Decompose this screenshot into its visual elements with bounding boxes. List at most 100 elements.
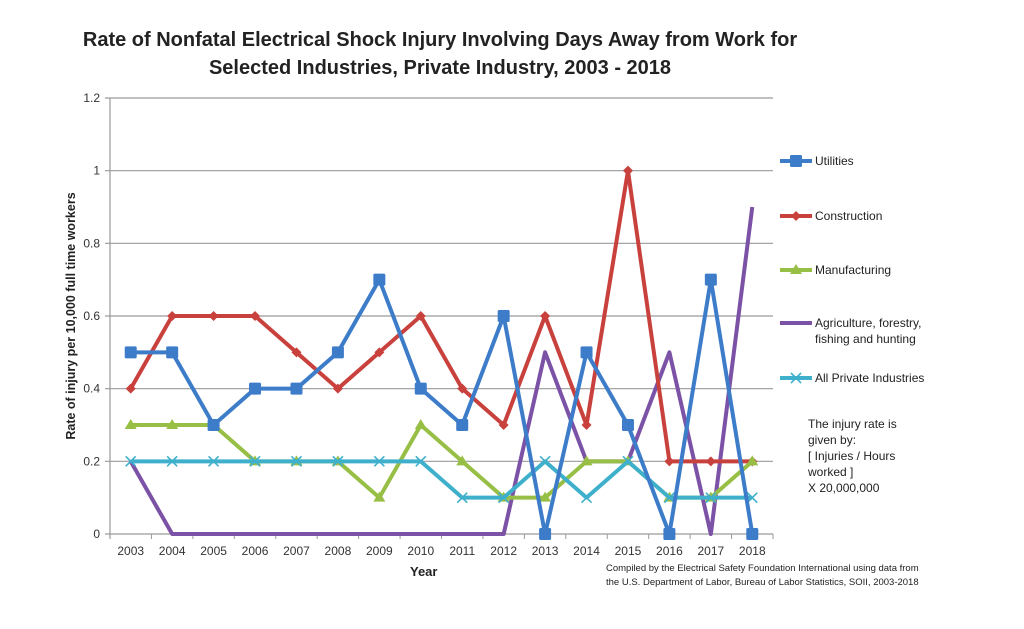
data-point bbox=[374, 347, 385, 358]
series-all bbox=[125, 455, 758, 504]
x-tick-label: 2016 bbox=[656, 544, 683, 558]
data-point bbox=[290, 455, 303, 467]
y-tick-label: 0.6 bbox=[83, 309, 100, 323]
data-point bbox=[539, 528, 552, 540]
data-point bbox=[746, 528, 759, 540]
data-point bbox=[249, 382, 262, 395]
series-utilities bbox=[124, 273, 759, 540]
data-point bbox=[291, 347, 302, 358]
legend-item bbox=[780, 155, 812, 167]
credit-text: Compiled by the Electrical Safety Founda… bbox=[606, 562, 919, 590]
x-tick-label: 2009 bbox=[366, 544, 393, 558]
data-point bbox=[791, 211, 801, 221]
y-tick-label: 1.2 bbox=[83, 91, 100, 105]
series-line bbox=[130, 459, 753, 500]
legend-item bbox=[780, 372, 812, 384]
y-axis-label: Rate of injury per 10,000 full time work… bbox=[64, 192, 78, 439]
legend-label: Utilities bbox=[815, 154, 854, 168]
injury-rate-note: The injury rate is given by: [ Injuries … bbox=[808, 417, 897, 495]
data-point bbox=[790, 264, 802, 274]
x-tick-label: 2004 bbox=[159, 544, 186, 558]
x-tick-label: 2018 bbox=[739, 544, 766, 558]
credit-line-2: the U.S. Department of Labor, Bureau of … bbox=[606, 577, 919, 588]
data-point bbox=[166, 455, 178, 467]
y-tick-label: 0.8 bbox=[83, 236, 100, 250]
series-line bbox=[128, 168, 753, 464]
data-point bbox=[290, 382, 303, 395]
chart-title: Rate of Nonfatal Electrical Shock Injury… bbox=[82, 29, 798, 79]
legend-label: All Private Industries bbox=[815, 371, 925, 385]
data-point bbox=[414, 419, 427, 429]
credit-line-1: Compiled by the Electrical Safety Founda… bbox=[606, 563, 919, 574]
legend-label: Construction bbox=[815, 209, 883, 223]
x-axis-label: Year bbox=[410, 564, 438, 579]
data-point bbox=[166, 419, 179, 429]
data-point bbox=[415, 455, 427, 467]
x-tick-label: 2008 bbox=[325, 544, 352, 558]
data-point bbox=[456, 455, 469, 466]
data-point bbox=[580, 492, 593, 504]
data-point bbox=[580, 455, 593, 466]
y-tick-label: 1 bbox=[93, 164, 100, 178]
series-construction bbox=[125, 165, 758, 467]
data-point bbox=[332, 455, 344, 467]
data-point bbox=[580, 346, 593, 359]
x-tick-label: 2014 bbox=[573, 544, 600, 558]
series-line bbox=[130, 277, 755, 536]
data-point bbox=[498, 492, 510, 504]
data-point bbox=[704, 273, 717, 286]
series-agriculture bbox=[128, 206, 755, 536]
series-line bbox=[128, 206, 755, 536]
data-point bbox=[373, 491, 386, 502]
data-point bbox=[207, 419, 220, 431]
data-point bbox=[208, 311, 219, 321]
data-point bbox=[332, 383, 343, 394]
y-tick-label: 0.2 bbox=[83, 454, 100, 468]
data-point bbox=[456, 419, 469, 431]
x-tick-label: 2007 bbox=[283, 544, 310, 558]
data-point bbox=[331, 346, 344, 359]
data-point bbox=[746, 492, 758, 504]
data-point bbox=[249, 455, 261, 467]
data-point bbox=[746, 455, 759, 466]
x-tick-label: 2017 bbox=[697, 544, 724, 558]
data-point bbox=[167, 311, 178, 321]
data-point bbox=[663, 492, 675, 504]
data-point bbox=[124, 346, 137, 359]
data-point bbox=[622, 165, 633, 176]
data-point bbox=[250, 311, 261, 321]
data-point bbox=[790, 155, 802, 167]
y-tick-label: 0.4 bbox=[83, 382, 100, 396]
data-point bbox=[539, 455, 551, 467]
legend-label: Manufacturing bbox=[815, 263, 892, 277]
x-tick-label: 2010 bbox=[407, 544, 434, 558]
x-tick-label: 2003 bbox=[117, 544, 144, 558]
x-tick-label: 2012 bbox=[490, 544, 517, 558]
data-point bbox=[497, 310, 510, 322]
x-tick-label: 2011 bbox=[449, 544, 475, 558]
data-point bbox=[457, 383, 468, 394]
legend-label: Agriculture, forestry, fishing and hunti… bbox=[815, 316, 922, 346]
data-point bbox=[622, 455, 634, 467]
data-point bbox=[663, 528, 676, 540]
x-tick-label: 2015 bbox=[615, 544, 642, 558]
data-point bbox=[705, 492, 717, 504]
x-tick-label: 2013 bbox=[532, 544, 559, 558]
legend-item bbox=[780, 264, 812, 274]
data-point bbox=[166, 346, 179, 359]
data-point bbox=[540, 311, 551, 321]
data-point bbox=[790, 372, 802, 384]
data-point bbox=[539, 491, 552, 502]
data-point bbox=[415, 311, 426, 321]
data-point bbox=[208, 455, 220, 467]
data-point bbox=[125, 455, 137, 467]
y-tick-label: 0 bbox=[93, 527, 100, 541]
data-point bbox=[125, 383, 136, 394]
data-point bbox=[124, 419, 137, 429]
data-point bbox=[414, 382, 427, 395]
data-point bbox=[498, 420, 509, 430]
x-tick-label: 2006 bbox=[242, 544, 269, 558]
x-tick-label: 2005 bbox=[200, 544, 227, 558]
data-point bbox=[664, 456, 675, 467]
